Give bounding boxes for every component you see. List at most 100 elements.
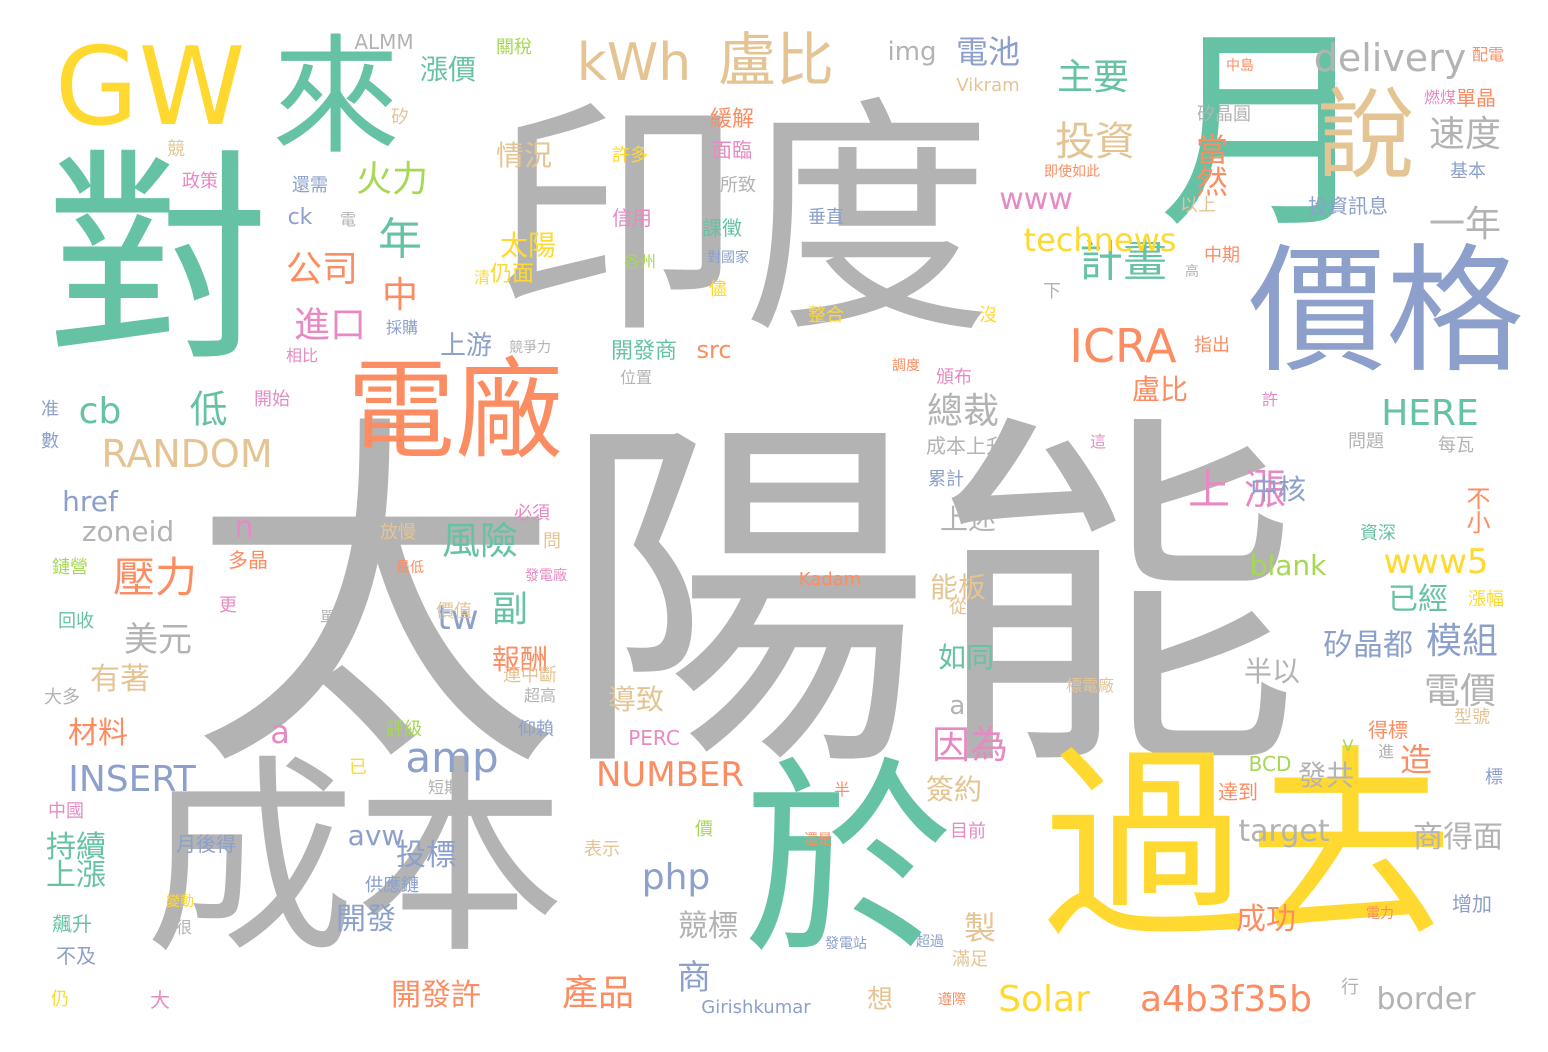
word: 位置 (619, 368, 653, 387)
word: 關稅 (496, 37, 532, 58)
word: 半以 (1243, 655, 1301, 688)
word: 太陽能 (190, 387, 1300, 817)
word: 進口 (293, 305, 367, 346)
word: 情況 (495, 139, 553, 172)
word: NUMBER (595, 755, 745, 795)
word: 問 (543, 531, 561, 552)
word: HERE (1381, 393, 1479, 434)
word: 燃煤 (1423, 88, 1457, 107)
word: www5 (1383, 542, 1489, 582)
word: 中國 (48, 801, 84, 822)
word: 副 (491, 589, 529, 630)
word: 公司 (285, 249, 359, 290)
word: 漲幅 (1468, 589, 1504, 610)
word: 目前 (950, 821, 986, 842)
word: 競 (167, 139, 185, 160)
word: 中核 (1249, 473, 1307, 506)
word: 得標 (1368, 718, 1408, 742)
word: 單晶 (1456, 86, 1496, 110)
word: 來 (271, 23, 401, 172)
word: 從 (949, 597, 967, 618)
word: 電池 (955, 33, 1021, 71)
word: 開發商 (610, 339, 678, 364)
word: 價格 (1247, 231, 1525, 392)
word: 調度 (892, 358, 920, 374)
word: 最低 (396, 560, 424, 576)
word: GW (54, 25, 246, 150)
word: 過去 (1043, 728, 1453, 967)
word: 產品 (561, 973, 635, 1014)
word: a (270, 713, 290, 751)
word: php (641, 857, 711, 898)
word: 太陽 (499, 229, 557, 262)
word: 整合 (808, 305, 844, 326)
word: 漲價 (419, 53, 477, 86)
word: Kadam (798, 569, 862, 590)
word: 表示 (584, 839, 620, 860)
word: 仍面 (489, 262, 535, 287)
word: 即使如此 (1044, 164, 1100, 180)
word: 頒布 (936, 367, 972, 388)
word: 型號 (1454, 707, 1490, 728)
word: 不及 (56, 944, 96, 968)
word: 單 (319, 608, 337, 627)
word: 對 (45, 130, 271, 393)
word: V (1342, 736, 1354, 755)
word: 緩解 (709, 107, 755, 132)
word: Solar (998, 979, 1090, 1020)
word: 增加 (1452, 892, 1492, 916)
word: 評級 (386, 719, 422, 740)
word: 成本 (144, 737, 566, 982)
word: src (696, 336, 732, 364)
word: 各州 (623, 252, 657, 271)
word: Vikram (956, 75, 1020, 96)
word: 低 (183, 389, 227, 427)
word: 年 (378, 214, 422, 265)
word: 矽 (391, 107, 409, 128)
word: 報酬 (491, 643, 549, 676)
word: INSERT (68, 759, 196, 800)
word: 鏈營 (52, 557, 88, 578)
word: 有著 (90, 662, 150, 697)
word: 電 (339, 210, 357, 229)
word: 製 (963, 909, 997, 947)
word: 指出 (1194, 335, 1230, 356)
word: 短期 (427, 778, 461, 797)
word: 上漲 (1187, 465, 1301, 514)
word: a4b3f35b (1139, 979, 1313, 1020)
word: 電力 (1366, 906, 1394, 922)
word: 高 (1185, 264, 1199, 280)
word: 模組 (1425, 621, 1499, 662)
word: 成本上升 (926, 434, 1006, 458)
word: 配電 (1471, 45, 1505, 64)
word: 說 (1316, 79, 1416, 193)
word: 採購 (385, 318, 419, 337)
word: 主要 (1056, 57, 1130, 98)
word: 成功 (1236, 902, 1296, 937)
word: 能板 (929, 571, 987, 604)
word: 當然 (1191, 133, 1229, 197)
word: 滿足 (952, 949, 988, 970)
word: 仰賴 (518, 719, 554, 740)
word: 投標 (396, 838, 456, 873)
word: blank (1249, 549, 1327, 582)
word: 一年 (1428, 204, 1502, 245)
word: 矽晶都 (1323, 628, 1413, 663)
word: 基本 (1450, 161, 1486, 182)
word: 標 (1485, 767, 1503, 788)
word: 月後得 (176, 832, 236, 856)
word: 競標 (678, 909, 738, 944)
word: 造 (1399, 741, 1433, 779)
word: 放慢 (380, 522, 416, 543)
word: 課徵 (702, 216, 742, 240)
word: 上述 (939, 503, 997, 536)
word: 這 (1089, 432, 1107, 451)
word: 開發許 (391, 978, 481, 1013)
word: 進 (1377, 742, 1395, 761)
word: 開發 (336, 902, 396, 937)
word: 美元 (124, 620, 192, 660)
word: 達到 (1218, 780, 1258, 804)
word: 簽約 (925, 773, 983, 806)
word: 壓力 (112, 553, 198, 602)
